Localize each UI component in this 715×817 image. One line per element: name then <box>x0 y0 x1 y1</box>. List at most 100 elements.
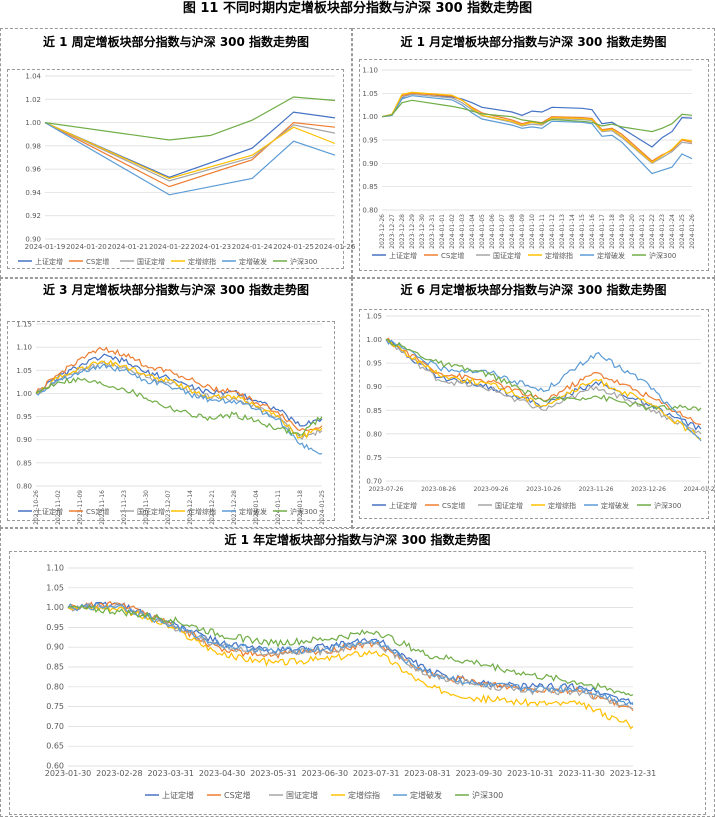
y-tick-label: 1.00 <box>362 113 378 121</box>
y-tick-label: 0.90 <box>16 436 32 444</box>
legend-label: CS定增 <box>442 501 465 510</box>
x-tick-label: 2024-01-08 <box>509 214 516 249</box>
series-line-3m-4 <box>35 359 323 439</box>
x-tick-label: 2024-01-03 <box>459 214 466 249</box>
legend-label: 沪深300 <box>649 251 676 260</box>
plot-frame-6m <box>359 309 709 519</box>
x-tick-label: 2023-05-31 <box>250 769 297 778</box>
y-tick-label: 1.10 <box>362 67 378 75</box>
x-tick-label: 2024-01-25 <box>319 490 326 525</box>
y-tick-label: 0.95 <box>16 413 32 421</box>
x-tick-label: 2023-12-30 <box>419 214 426 249</box>
x-tick-label: 2023-11-26 <box>579 486 614 493</box>
series-line-1w-3 <box>44 122 336 182</box>
x-tick-label: 2024-01-25 <box>273 243 314 251</box>
x-tick-label: 2024-01-14 <box>569 214 576 249</box>
series-line-3m-2 <box>35 346 323 432</box>
legend-label: 国证定增 <box>137 257 165 266</box>
legend-label: 国证定增 <box>286 790 318 800</box>
y-tick-label: 0.85 <box>16 459 32 467</box>
x-tick-label: 2024-01-26 <box>689 214 696 249</box>
y-tick-label: 0.90 <box>46 643 64 652</box>
legend-label: 定增综指 <box>348 790 380 800</box>
legend-label: CS定增 <box>86 507 109 516</box>
x-tick-label: 2023-02-28 <box>96 769 143 778</box>
x-tick-label: 2024-01-22 <box>649 214 656 249</box>
chart-panel-1w: 近 1 周定增板块部分指数与沪深 300 指数走势图 <box>0 28 352 278</box>
x-tick-label: 2023-12-27 <box>389 214 396 249</box>
x-tick-label: 2023-12-28 <box>399 214 406 249</box>
x-tick-label: 2023-10-26 <box>33 490 40 525</box>
plot-frame-1w <box>7 69 344 269</box>
y-tick-label: 0.70 <box>366 478 382 486</box>
series-line-3m-5 <box>35 363 323 455</box>
x-tick-label: 2024-01-04 <box>253 490 260 525</box>
x-tick-label: 2023-11-16 <box>99 490 106 525</box>
x-tick-label: 2024-01-19 <box>619 214 626 249</box>
y-tick-label: 0.70 <box>46 722 64 731</box>
x-tick-label: 2024-01-23 <box>659 214 666 249</box>
legend-label: 定增破发 <box>239 257 267 266</box>
x-tick-label: 2024-01-25 <box>679 214 686 249</box>
x-tick-label: 2023-07-26 <box>369 486 404 493</box>
series-line-1w-4 <box>44 122 336 180</box>
x-tick-label: 2023-11-30 <box>558 769 605 778</box>
series-line-3m-1 <box>35 353 323 427</box>
y-tick-label: 0.92 <box>25 212 41 220</box>
x-tick-label: 2024-01-21 <box>639 214 646 249</box>
series-line-1m-3 <box>381 93 693 165</box>
x-tick-label: 2024-01-02 <box>449 214 456 249</box>
y-tick-label: 0.95 <box>46 623 64 632</box>
legend-label: 上证定增 <box>389 501 417 510</box>
y-tick-label: 1.10 <box>46 564 64 573</box>
y-tick-label: 1.00 <box>366 336 382 344</box>
legend-label: 上证定增 <box>162 790 194 800</box>
y-tick-label: 1.05 <box>366 313 382 321</box>
x-tick-label: 2024-01-16 <box>589 214 596 249</box>
plot-frame-1m <box>359 59 709 271</box>
x-tick-label: 2023-12-28 <box>231 490 238 525</box>
x-tick-label: 2024-01-09 <box>519 214 526 249</box>
series-line-1y-4 <box>67 604 634 730</box>
chart-panel-6m: 近 6 月定增板块部分指数与沪深 300 指数走势图 <box>352 278 715 528</box>
x-tick-label: 2024-01-20 <box>66 243 107 251</box>
x-tick-label: 2023-10-26 <box>526 486 561 493</box>
y-tick-label: 1.05 <box>16 367 32 375</box>
y-tick-label: 1.15 <box>16 321 32 329</box>
y-tick-label: 1.00 <box>25 119 41 127</box>
x-tick-label: 2024-01-24 <box>669 214 676 249</box>
x-tick-label: 2023-12-26 <box>379 214 386 249</box>
legend-label: 上证定增 <box>35 257 63 266</box>
x-tick-label: 2024-01-07 <box>499 214 506 249</box>
y-tick-label: 0.95 <box>366 360 382 368</box>
series-line-1w-2 <box>44 121 336 188</box>
x-tick-label: 2024-01-11 <box>275 490 282 525</box>
y-tick-label: 1.00 <box>16 390 32 398</box>
x-tick-label: 2023-12-31 <box>429 214 436 249</box>
x-tick-label: 2023-12-26 <box>631 486 666 493</box>
x-tick-label: 2023-12-31 <box>610 769 657 778</box>
series-line-1m-6 <box>381 99 693 133</box>
legend-label: 定增破发 <box>239 507 267 516</box>
x-tick-label: 2023-09-30 <box>456 769 503 778</box>
x-tick-label: 2023-11-09 <box>77 490 84 525</box>
chart-title-6m: 近 6 月定增板块部分指数与沪深 300 指数走势图 <box>400 283 667 297</box>
legend-label: 沪深300 <box>290 507 317 516</box>
x-tick-label: 2023-11-23 <box>121 490 128 525</box>
legend-label: 上证定增 <box>389 251 417 260</box>
y-tick-label: 0.94 <box>25 189 41 197</box>
y-tick-label: 1.05 <box>362 90 378 98</box>
legend-label: 国证定增 <box>493 251 521 260</box>
y-tick-label: 0.80 <box>362 207 378 215</box>
x-tick-label: 2024-01-21 <box>108 243 149 251</box>
x-tick-label: 2023-12-29 <box>409 214 416 249</box>
x-tick-label: 2023-07-31 <box>353 769 400 778</box>
legend-label: 定增破发 <box>597 251 625 260</box>
series-line-6m-6 <box>385 339 702 412</box>
y-tick-label: 0.80 <box>366 430 382 438</box>
x-tick-label: 2024-01-22 <box>149 243 190 251</box>
legend-label: 沪深300 <box>654 501 681 510</box>
x-tick-label: 2023-03-31 <box>147 769 194 778</box>
